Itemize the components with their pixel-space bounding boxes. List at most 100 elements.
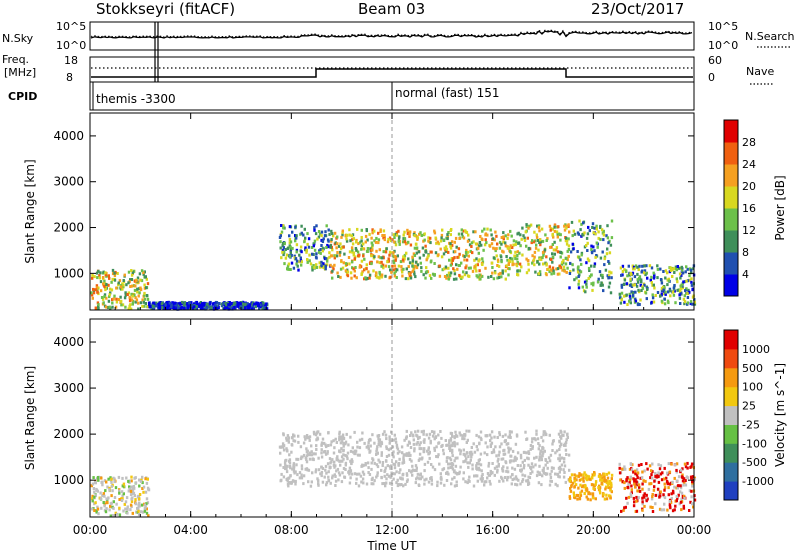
scatter-cell bbox=[690, 495, 693, 499]
scatter-cell bbox=[134, 284, 137, 288]
scatter-cell bbox=[675, 479, 679, 483]
scatter-cell bbox=[607, 285, 611, 289]
scatter-cell bbox=[610, 236, 614, 240]
scatter-cell bbox=[144, 477, 147, 481]
colorbar-swatch bbox=[724, 252, 738, 275]
scatter-cell bbox=[111, 268, 115, 272]
scatter-cell bbox=[97, 286, 100, 290]
scatter-cell bbox=[392, 438, 395, 442]
scatter-cell bbox=[411, 259, 415, 263]
scatter-cell bbox=[394, 437, 397, 441]
scatter-cell bbox=[292, 469, 296, 473]
scatter-cell bbox=[97, 512, 100, 516]
scatter-cell bbox=[330, 229, 333, 233]
scatter-cell bbox=[128, 487, 131, 491]
scatter-cell bbox=[557, 457, 560, 461]
scatter-cell bbox=[401, 258, 405, 262]
scatter-cell bbox=[663, 477, 666, 481]
scatter-cell bbox=[306, 468, 309, 472]
scatter-cell bbox=[530, 462, 534, 466]
scatter-cell bbox=[423, 482, 426, 486]
scatter-cell bbox=[329, 481, 332, 485]
scatter-cell bbox=[585, 279, 588, 283]
scatter-cell bbox=[310, 246, 314, 249]
scatter-cell bbox=[135, 298, 139, 302]
scatter-cell bbox=[693, 498, 697, 502]
scatter-cell bbox=[660, 281, 664, 285]
scatter-cell bbox=[402, 233, 405, 237]
scatter-cell bbox=[511, 246, 514, 249]
scatter-cell bbox=[480, 237, 483, 241]
scatter-cell bbox=[259, 303, 262, 307]
scatter-cell bbox=[590, 244, 593, 248]
scatter-cell bbox=[213, 306, 216, 310]
scatter-cell bbox=[288, 459, 291, 463]
scatter-cell bbox=[400, 445, 404, 449]
scatter-cell bbox=[95, 271, 99, 275]
scatter-cell bbox=[551, 439, 555, 443]
scatter-cell bbox=[320, 474, 323, 478]
scatter-cell bbox=[430, 259, 433, 263]
scatter-cell bbox=[668, 500, 671, 503]
scatter-cell bbox=[573, 496, 577, 500]
scatter-cell bbox=[97, 303, 100, 307]
scatter-cell bbox=[375, 271, 378, 275]
scatter-cell bbox=[433, 273, 436, 277]
scatter-cell bbox=[523, 464, 526, 467]
scatter-cell bbox=[430, 482, 434, 486]
scatter-cell bbox=[385, 447, 388, 450]
scatter-cell bbox=[448, 462, 451, 466]
scatter-cell bbox=[655, 475, 659, 479]
scatter-cell bbox=[109, 514, 112, 518]
scatter-cell bbox=[183, 301, 187, 305]
y-axis-label: Slant Range [km] bbox=[23, 159, 37, 263]
scatter-cell bbox=[104, 273, 107, 277]
scatter-cell bbox=[571, 263, 574, 267]
scatter-cell bbox=[416, 472, 420, 476]
scatter-cell bbox=[408, 451, 411, 455]
scatter-cell bbox=[577, 275, 580, 278]
scatter-cell bbox=[465, 457, 468, 461]
scatter-cell bbox=[395, 231, 398, 235]
scatter-cell bbox=[394, 243, 398, 247]
scatter-cell bbox=[561, 260, 564, 264]
scatter-cell bbox=[290, 253, 293, 257]
scatter-cell bbox=[168, 301, 171, 305]
scatter-cell bbox=[287, 436, 291, 440]
scatter-cell bbox=[198, 304, 201, 308]
scatter-cell bbox=[519, 482, 522, 486]
scatter-cell bbox=[489, 445, 492, 448]
scatter-cell bbox=[599, 491, 602, 495]
scatter-cell bbox=[564, 262, 568, 266]
scatter-cell bbox=[651, 296, 655, 300]
scatter-cell bbox=[683, 294, 686, 298]
scatter-cell bbox=[380, 264, 383, 268]
scatter-cell bbox=[552, 235, 555, 239]
scatter-cell bbox=[475, 269, 478, 273]
scatter-cell bbox=[376, 465, 380, 469]
scatter-cell bbox=[654, 294, 657, 297]
scatter-cell bbox=[402, 237, 405, 241]
scatter-cell bbox=[339, 463, 342, 467]
scatter-cell bbox=[542, 430, 545, 434]
scatter-cell bbox=[393, 274, 397, 278]
scatter-cell bbox=[103, 295, 106, 299]
scatter-cell bbox=[110, 494, 113, 498]
scatter-cell bbox=[105, 501, 108, 505]
scatter-cell bbox=[111, 489, 114, 493]
scatter-cell bbox=[414, 430, 417, 434]
scatter-cell bbox=[670, 496, 673, 500]
scatter-cell bbox=[162, 304, 165, 308]
scatter-cell bbox=[361, 463, 364, 467]
scatter-cell bbox=[375, 449, 378, 453]
scatter-cell bbox=[355, 477, 358, 481]
scatter-cell bbox=[537, 447, 540, 451]
scatter-cell bbox=[143, 283, 146, 287]
scatter-cell bbox=[425, 270, 428, 274]
scatter-cell bbox=[498, 445, 502, 449]
scatter-cell bbox=[182, 306, 186, 310]
scatter-cell bbox=[534, 438, 537, 442]
scatter-cell bbox=[538, 262, 541, 266]
colorbar-swatch bbox=[724, 443, 738, 463]
scatter-cell bbox=[386, 260, 389, 264]
